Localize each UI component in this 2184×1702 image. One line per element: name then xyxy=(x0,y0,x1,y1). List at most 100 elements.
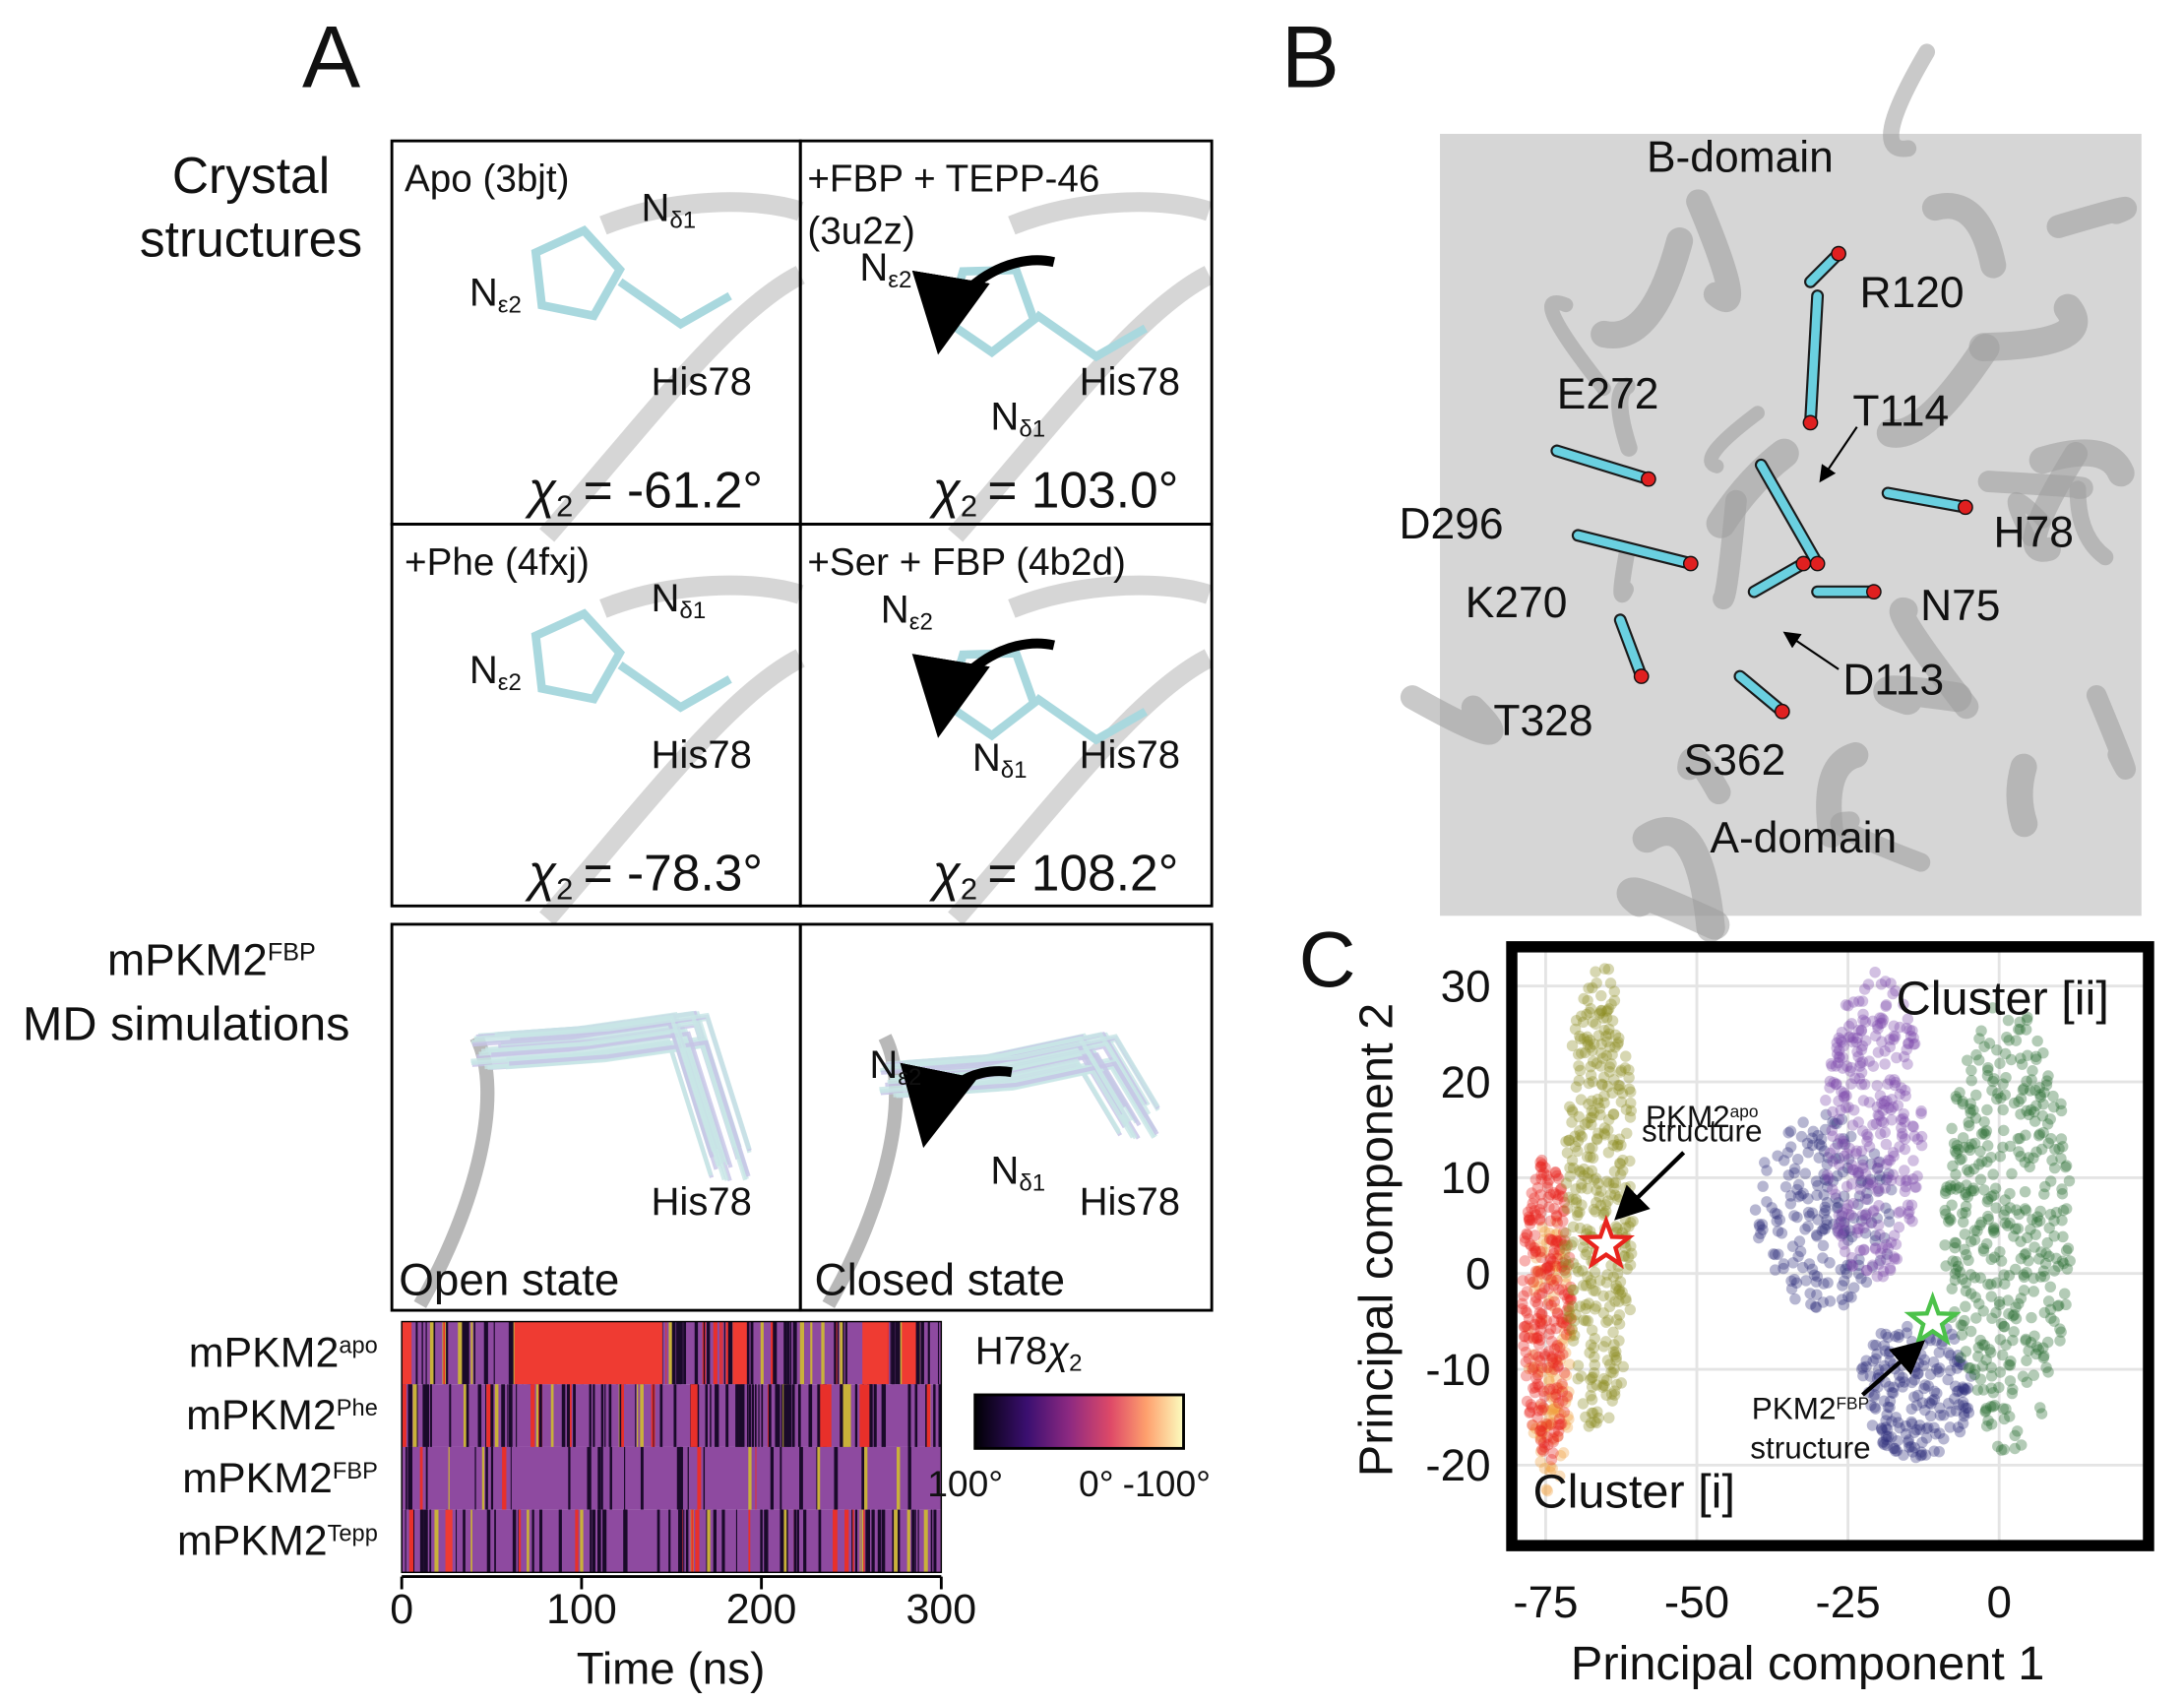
cloud-dot xyxy=(1860,1264,1873,1277)
cloud-dot xyxy=(1527,1418,1538,1431)
text-part: χ xyxy=(1044,1329,1070,1372)
cloud-dot xyxy=(1808,1269,1821,1281)
cloud-dot xyxy=(1772,1225,1784,1237)
cloud-dot xyxy=(1585,1112,1596,1124)
text-part: 2 xyxy=(1069,1351,1082,1377)
cloud-dot xyxy=(1535,1404,1548,1417)
heatmap-stripe xyxy=(844,1321,847,1385)
cloud-dot xyxy=(1606,1015,1619,1027)
cloud-dot xyxy=(1908,1038,1921,1050)
cloud-dot xyxy=(1830,1153,1841,1165)
cloud-dot xyxy=(1603,1300,1616,1313)
cloud-dot xyxy=(1880,1253,1893,1266)
cloud-dot xyxy=(1869,1229,1882,1242)
cloud-dot xyxy=(1888,1442,1900,1455)
cloud-dot xyxy=(1883,1380,1896,1393)
cloud-dot xyxy=(1876,1422,1888,1434)
cloud-dot xyxy=(1575,1129,1587,1141)
cloud-dot xyxy=(1761,1165,1773,1176)
cloud-dot xyxy=(2021,1075,2032,1088)
cloud-dot xyxy=(1570,1183,1582,1195)
heatmap-stripe xyxy=(927,1321,930,1385)
cloud-dot xyxy=(1963,1254,1974,1267)
cloud-dot xyxy=(1980,1419,1993,1432)
cloud-dot xyxy=(1556,1386,1569,1398)
cloud-dot xyxy=(1587,1371,1599,1383)
cloud-dot xyxy=(1558,1264,1571,1277)
cloud-dot xyxy=(1819,1173,1831,1185)
heatmap-stripe xyxy=(916,1321,920,1385)
cloud-dot xyxy=(1554,1418,1567,1430)
cloud-dot xyxy=(1952,1260,1965,1273)
cloud-dot xyxy=(1824,1257,1836,1269)
cloud-dot xyxy=(1534,1268,1547,1280)
cloud-dot xyxy=(1754,1221,1766,1232)
cloud-dot xyxy=(1817,1239,1830,1252)
cloud-dot xyxy=(1536,1244,1548,1257)
imidazole-ring xyxy=(530,225,625,321)
cloud-dot xyxy=(1963,1116,1974,1128)
cloud-dot xyxy=(2004,1202,2017,1214)
cloud-dot xyxy=(1519,1320,1531,1333)
cloud-dot xyxy=(1833,1095,1844,1107)
cloud-dot xyxy=(1879,1045,1891,1057)
cloud-dot xyxy=(1880,1238,1892,1251)
cloud-dot xyxy=(1624,1259,1637,1271)
cloud-dot xyxy=(1528,1361,1540,1373)
cloud-dot xyxy=(1619,1181,1632,1194)
cloud-dot xyxy=(1903,1213,1915,1225)
heatmap-stripe xyxy=(463,1384,468,1447)
cloud-dot xyxy=(1957,1319,1968,1332)
cloud-dot xyxy=(1970,1312,1982,1324)
cloud-dot xyxy=(1548,1279,1560,1292)
cloud-dot xyxy=(1605,1388,1618,1400)
cloud-dot xyxy=(1987,1401,1999,1413)
cloud-dot xyxy=(1852,1024,1865,1037)
cloud-dot xyxy=(2033,1215,2046,1228)
cloud-dot xyxy=(1982,1193,1994,1205)
label: His78 xyxy=(1080,1180,1180,1224)
heatmap-stripe xyxy=(750,1321,754,1385)
cloud-dot xyxy=(1574,1064,1587,1077)
cloud-dot xyxy=(1620,1292,1632,1304)
cloud-dot xyxy=(1858,1222,1870,1234)
cloud-dot xyxy=(1981,1070,1994,1082)
cloud-dot xyxy=(1839,1087,1850,1100)
cloud-dot xyxy=(1985,1382,1997,1394)
cloud-dot xyxy=(1563,1358,1576,1370)
cloud-dot xyxy=(2056,1255,2069,1267)
cloud-dot xyxy=(1949,1274,1962,1287)
cloud-dot xyxy=(2050,1207,2063,1219)
cloud-dot xyxy=(1549,1391,1562,1404)
cloud-dot xyxy=(1583,1297,1594,1309)
cloud-dot xyxy=(1860,1276,1873,1289)
cloud-dot xyxy=(1820,1108,1833,1121)
heatmap-stripe xyxy=(758,1384,760,1447)
cloud-dot xyxy=(1876,1036,1888,1047)
cloud-dot xyxy=(1884,1262,1897,1275)
cloud-dot xyxy=(1544,1188,1556,1201)
heatmap-stripe xyxy=(843,1384,848,1447)
cloud-dot xyxy=(1624,1111,1637,1123)
cloud-dot xyxy=(1951,1385,1964,1398)
cloud-dot xyxy=(1873,1200,1885,1212)
cloud-dot xyxy=(1535,1361,1548,1374)
heatmap-stripe xyxy=(456,1509,458,1573)
heatmap-stripe xyxy=(508,1384,511,1447)
cloud-dot xyxy=(1979,1128,1991,1140)
cloud-dot xyxy=(2052,1260,2065,1273)
heatmap-stripe xyxy=(530,1384,535,1447)
cloud-dot xyxy=(1860,1355,1872,1366)
cloud-dot xyxy=(1552,1425,1565,1437)
cloud-dot xyxy=(2025,1103,2037,1116)
cloud-dot xyxy=(1860,1213,1872,1225)
cloud-dot xyxy=(2005,1053,2018,1066)
heatmap-stripe xyxy=(926,1384,931,1447)
cloud-dot xyxy=(1888,1251,1901,1263)
cloud-dot xyxy=(2004,1217,2016,1229)
heatmap-stripe xyxy=(597,1446,601,1510)
heatmap-stripe xyxy=(882,1384,886,1447)
cloud-dot xyxy=(1964,1144,1976,1156)
cloud-dot xyxy=(1938,1409,1950,1421)
